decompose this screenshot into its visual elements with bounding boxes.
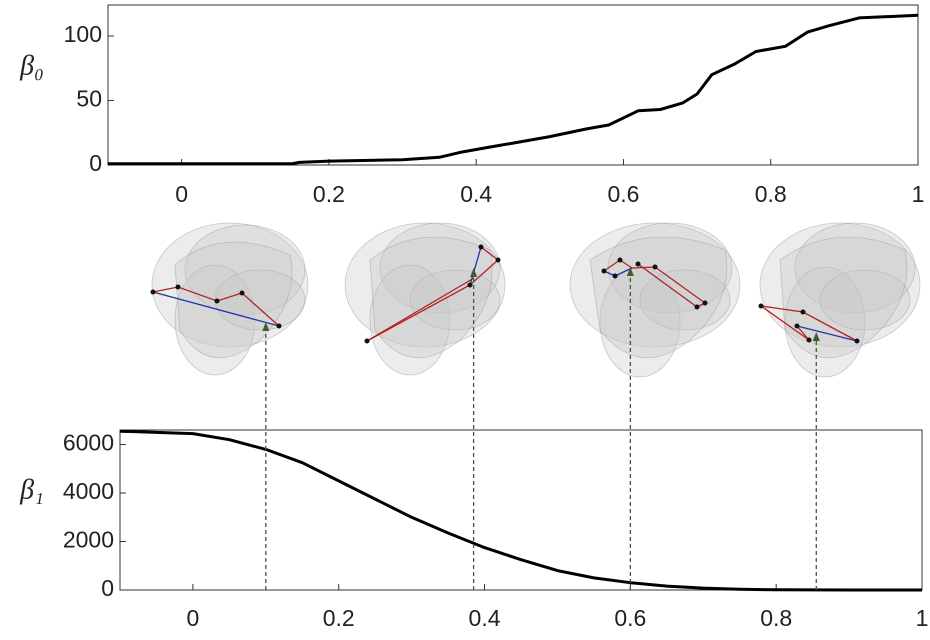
x-tick-label: 0.4 — [469, 605, 501, 631]
x-tick-label: 1 — [916, 605, 929, 631]
x-tick-label: 0.2 — [323, 605, 355, 631]
data-line — [108, 13, 919, 166]
plot-frame — [119, 429, 923, 591]
marker-arrow — [470, 268, 478, 277]
y-tick-label: 50 — [76, 86, 102, 112]
brain-render — [151, 222, 309, 376]
y-tick-label: 4000 — [63, 478, 114, 504]
x-tick-label: 0.8 — [760, 605, 792, 631]
y-axis-label: β₁ — [19, 474, 44, 505]
plot-frame — [107, 4, 919, 166]
y-tick-label: 0 — [89, 150, 102, 176]
x-tick-label: 0.4 — [460, 181, 492, 207]
x-tick-label: 0.8 — [755, 181, 787, 207]
brain-render — [569, 222, 741, 378]
y-tick-label: 0 — [101, 575, 114, 601]
brain-render — [759, 222, 921, 378]
y-tick-label: 6000 — [63, 430, 114, 456]
x-tick-label: 0 — [187, 605, 200, 631]
x-tick-label: 0.6 — [614, 605, 646, 631]
y-tick-label: 2000 — [63, 527, 114, 553]
marker-arrow — [262, 322, 270, 331]
x-tick-label: 1 — [912, 181, 925, 207]
brain-render — [344, 222, 506, 376]
data-line — [119, 429, 922, 592]
y-axis-label: β₀ — [19, 50, 44, 81]
marker-arrow — [812, 332, 820, 341]
x-tick-label: 0.6 — [607, 181, 639, 207]
x-tick-label: 0 — [175, 181, 188, 207]
network-nodes — [150, 244, 860, 344]
y-tick-label: 100 — [64, 21, 102, 47]
marker-arrow — [626, 267, 634, 276]
x-tick-label: 0.2 — [313, 181, 345, 207]
